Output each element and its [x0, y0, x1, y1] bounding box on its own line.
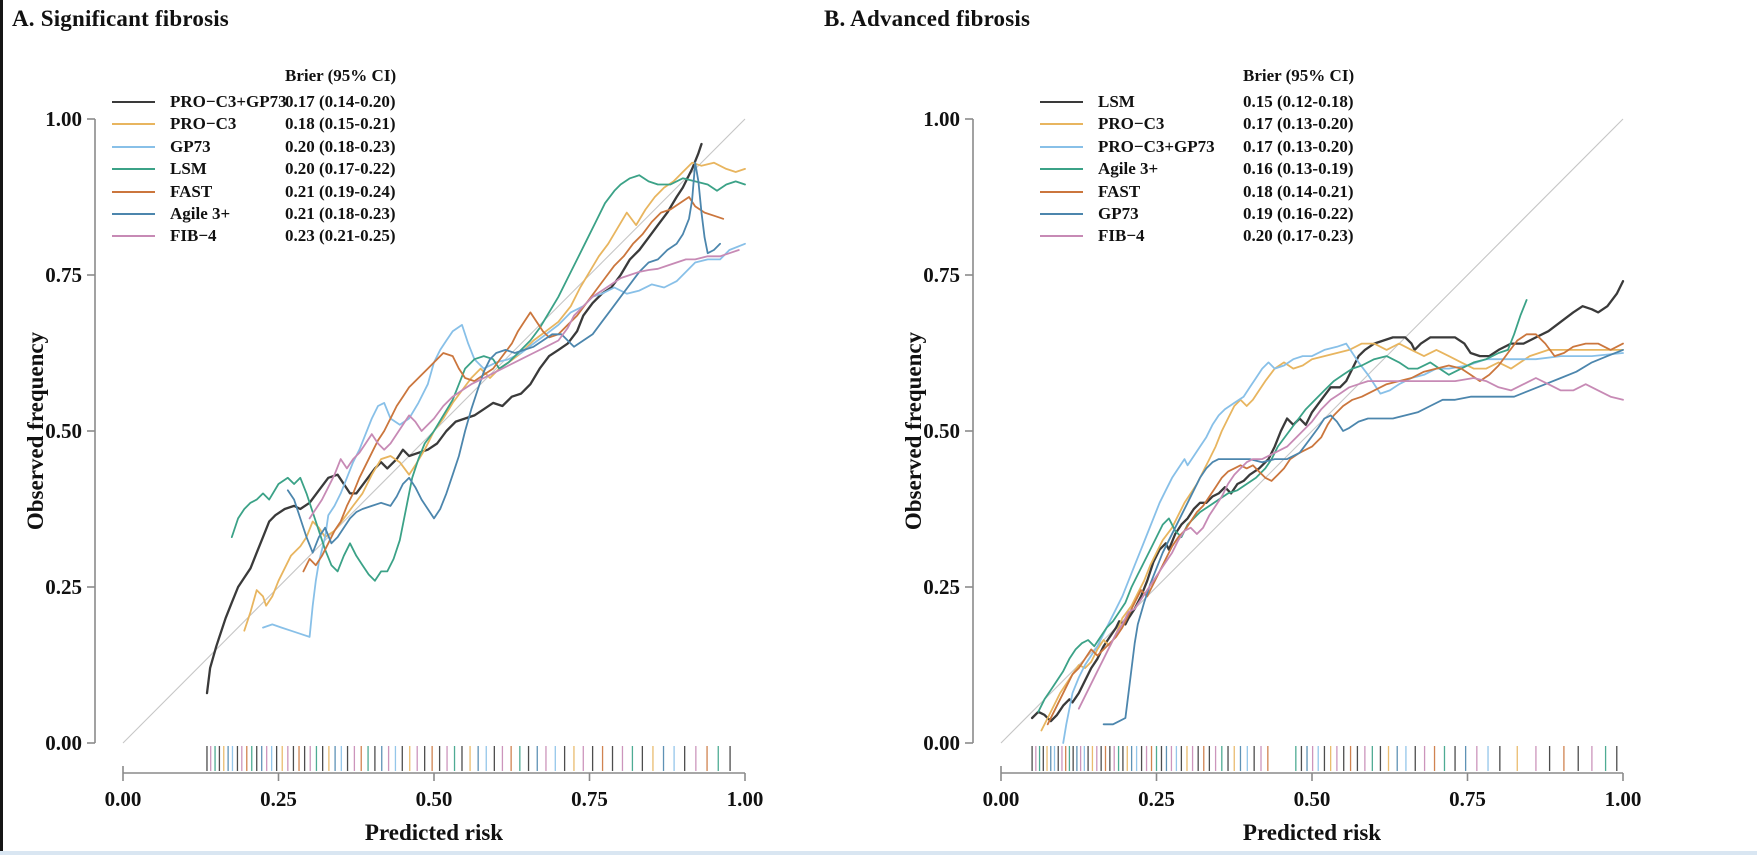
x-tick-label: 0.50 — [1294, 787, 1331, 811]
rug-ticks — [206, 746, 731, 771]
rug-ticks — [1031, 746, 1618, 771]
y-tick-label: 0.00 — [923, 731, 960, 755]
x-tick-label: 0.00 — [983, 787, 1020, 811]
y-tick-label: 0.50 — [45, 419, 82, 443]
panel-b-title: B. Advanced fibrosis — [824, 6, 1031, 31]
plot-svg-advanced-fibrosis: 0.00 0.25 0.50 0.75 1.00 0.00 0.25 0.50 0.75 1.00 — [923, 107, 1642, 811]
y-axis-label: Observed frequency — [901, 331, 926, 531]
series-line-FIB−4 — [1077, 377, 1624, 710]
x-tick-label: 0.00 — [105, 787, 142, 811]
series-line-PRO−C3 — [1040, 342, 1624, 732]
series-line-LSM — [1030, 280, 1625, 723]
series-line-LSM — [230, 174, 746, 582]
y-tick-label: 0.75 — [45, 263, 82, 287]
y-tick-label: 0.00 — [45, 731, 82, 755]
panel-advanced-fibrosis: 0.00 0.25 0.50 0.75 1.00 0.00 0.25 0.50 0.75 1.00… — [824, 0, 1757, 855]
y-axis-label: Observed frequency — [23, 331, 48, 531]
x-tick-label: 1.00 — [727, 787, 764, 811]
series-line-Agile 3+ — [1037, 299, 1528, 713]
series-line-FIB−4 — [308, 249, 740, 520]
x-tick-label: 1.00 — [1605, 787, 1642, 811]
series-line-PRO−C3+GP73 — [205, 142, 703, 695]
x-tick-label: 0.75 — [1449, 787, 1486, 811]
series-line-PRO−C3+GP73 — [1062, 342, 1624, 744]
series-line-FAST — [1046, 333, 1624, 726]
x-axis-label: Predicted risk — [364, 820, 504, 845]
series-line-FAST — [302, 196, 725, 573]
x-tick-label: 0.25 — [1138, 787, 1175, 811]
plot-svg-significant-fibrosis: 0.00 0.25 0.50 0.75 1.00 0.00 0.25 0.50 0.75 1.00 — [45, 107, 764, 811]
y-tick-label: 1.00 — [45, 107, 82, 131]
y-tick-label: 1.00 — [923, 107, 960, 131]
y-tick-label: 0.25 — [923, 575, 960, 599]
y-tick-label: 0.25 — [45, 575, 82, 599]
x-axis-label: Predicted risk — [1242, 820, 1382, 845]
left-edge-line — [0, 0, 3, 855]
panel-significant-fibrosis: 0.00 0.25 0.50 0.75 1.00 0.00 0.25 0.50 0.75 1.00… — [0, 0, 878, 855]
y-tick-label: 0.75 — [923, 263, 960, 287]
series-line-Agile 3+ — [286, 161, 721, 554]
x-tick-label: 0.75 — [571, 787, 608, 811]
y-tick-label: 0.50 — [923, 419, 960, 443]
bottom-edge-line — [0, 851, 1757, 855]
panel-a-title: A. Significant fibrosis — [12, 6, 229, 31]
x-tick-label: 0.50 — [416, 787, 453, 811]
x-tick-label: 0.25 — [260, 787, 297, 811]
diagonal-reference-line — [1000, 118, 1624, 744]
series-line-GP73 — [262, 242, 746, 638]
